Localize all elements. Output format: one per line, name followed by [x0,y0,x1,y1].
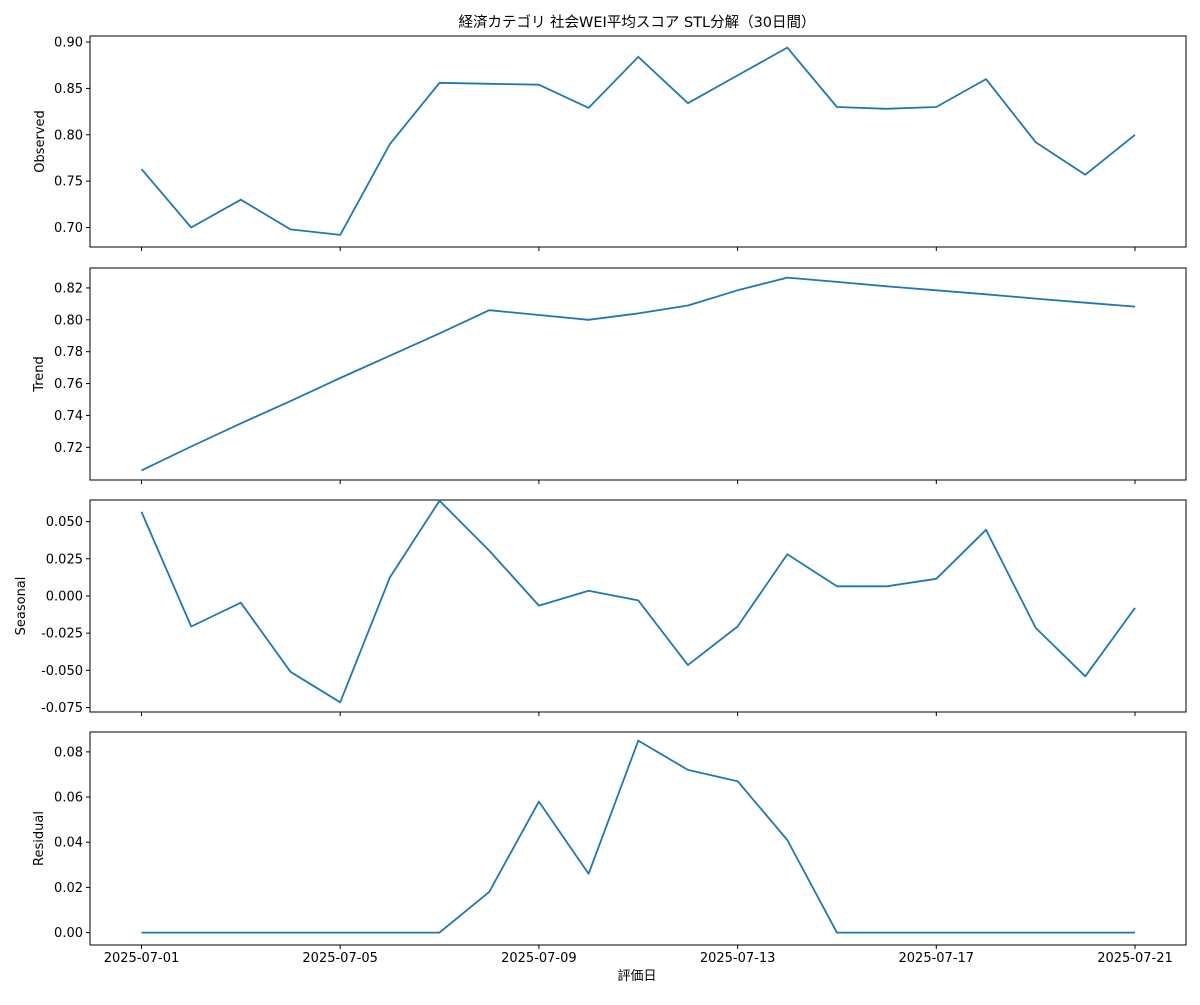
y-tick-label: 0.82 [54,281,83,296]
series-line-observed [140,46,1136,236]
y-tick-label: -0.075 [41,701,83,716]
y-axis-label: Observed [33,110,48,173]
panel-residual: 0.00 0.02 0.04 0.06 0.08 2025-07-01 2025-07-05… [32,731,1187,966]
panel-trend: 0.72 0.74 0.76 0.78 0.80 0.82 Trend [32,267,1187,484]
x-axis-label: 評価日 [617,969,656,984]
y-tick-label: 0.04 [54,836,83,851]
x-tick-label: 2025-07-01 [104,951,180,966]
y-tick-label: 0.02 [54,881,83,896]
y-tick-label: 0.06 [54,791,83,806]
series-line-seasonal [140,499,1136,704]
y-tick-label: 0.025 [46,552,83,567]
y-tick-label: 0.00 [54,926,83,941]
series-line-trend [141,276,1136,472]
y-axis-label: Trend [32,356,47,393]
x-tick-label: 2025-07-13 [700,951,776,966]
panel-observed: 0.70 0.75 0.80 0.85 0.90 Observed [33,35,1187,251]
y-tick-label: 0.74 [54,409,83,424]
y-tick-label: 0.76 [54,377,83,392]
figure-title: 経済カテゴリ 社会WEI平均スコア STL分解（30日間） [458,13,815,31]
x-tick-label: 2025-07-21 [1097,951,1173,966]
y-tick-label: 0.75 [54,175,83,190]
y-tick-label: 0.80 [54,128,83,143]
y-tick-label: 0.80 [54,313,83,328]
panel-frame [89,35,1187,248]
x-tick-label: 2025-07-09 [501,951,577,966]
y-tick-label: 0.90 [54,36,83,51]
x-tick-label: 2025-07-05 [302,951,378,966]
y-axis-label: Residual [32,811,47,866]
panel-seasonal: -0.075 -0.050 -0.025 0.000 0.025 0.050 Seasona… [14,499,1187,716]
y-axis-label: Seasonal [14,577,29,636]
panel-frame [89,731,1187,946]
y-tick-label: 0.78 [54,345,83,360]
y-tick-label: 0.70 [54,221,83,236]
y-tick-label: 0.000 [46,589,83,604]
series-line-residual [141,739,1135,934]
panel-frame [89,499,1187,713]
y-tick-label: 0.050 [46,515,83,530]
x-tick-label: 2025-07-17 [899,951,975,966]
y-tick-label: -0.025 [41,627,83,642]
y-tick-label: 0.08 [54,745,83,760]
y-tick-label: 0.85 [54,82,83,97]
panel-frame [89,267,1187,481]
y-tick-label: 0.72 [54,441,83,456]
y-tick-label: -0.050 [41,664,83,679]
